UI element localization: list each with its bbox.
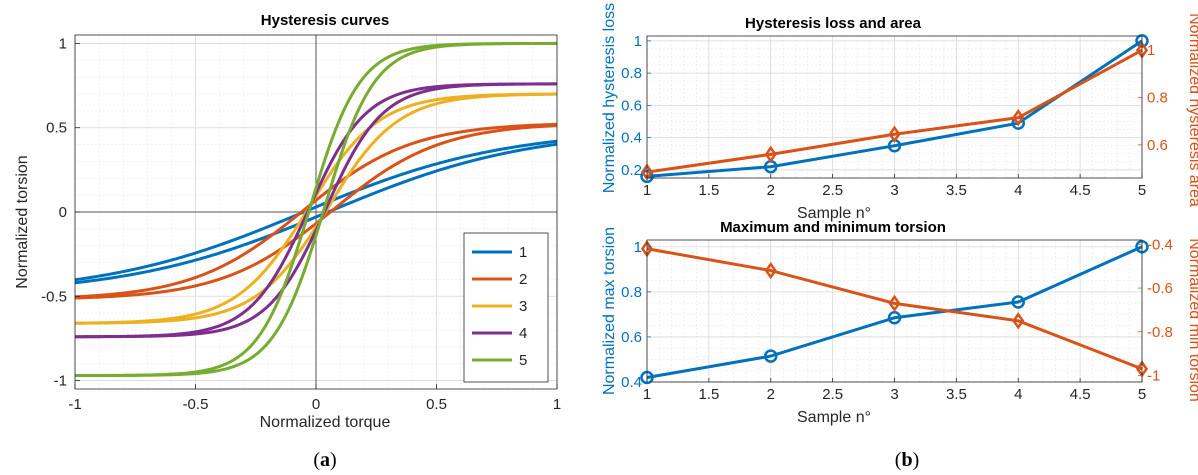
- chartC-point-left: [764, 349, 778, 363]
- chart-a-ylabel: Normalized torsion: [14, 155, 31, 288]
- chart-b-ylabel-right: Normalized hysteresis area: [1186, 13, 1198, 207]
- caption-b-letter: b: [901, 449, 912, 471]
- y-tick-label-right: -0.6: [1147, 280, 1173, 297]
- y-tick-label-right: -0.8: [1147, 324, 1173, 341]
- x-tick-label: 2: [767, 182, 775, 199]
- y-tick-label-left: 0.4: [621, 130, 642, 147]
- y-tick-label-left: 0.4: [621, 374, 642, 391]
- x-tick-label: 4.5: [1070, 386, 1091, 403]
- y-tick-label-right: 0.6: [1147, 137, 1168, 154]
- chartB-point-right: [1012, 108, 1025, 127]
- x-tick-label: 0.5: [426, 396, 447, 413]
- chart-b-title: Hysteresis loss and area: [745, 15, 922, 32]
- hysteresis-loss-area-chart: Hysteresis loss and area Sample n° Norma…: [601, 3, 1198, 222]
- caption-b-open: (: [895, 449, 902, 471]
- y-tick-label-left: 0.8: [621, 284, 642, 301]
- y-tick-label: 1: [59, 35, 67, 52]
- chart-a-xlabel: Normalized torque: [260, 414, 391, 431]
- x-tick-label: 5: [1138, 386, 1146, 403]
- chartC-series-left-line: [646, 245, 1143, 379]
- series-4-branch-down: [74, 82, 557, 339]
- chart-a-title: Hysteresis curves: [261, 12, 389, 29]
- y-tick-label-right: -1: [1147, 367, 1160, 384]
- y-tick-label: 0: [59, 204, 67, 221]
- max-min-torsion-chart: Maximum and minimum torsion Sample n° No…: [601, 219, 1198, 426]
- y-tick-label-right: 0.8: [1147, 90, 1168, 107]
- chartC-point-right: [764, 261, 777, 280]
- chart-c-xlabel: Sample n°: [797, 409, 871, 426]
- legend: 1 2 3 4 5: [463, 232, 549, 383]
- chart-c-ylabel-right: Normalized min torsion: [1186, 238, 1198, 402]
- chart-a-grid: [74, 35, 558, 389]
- y-tick-label: 0.5: [46, 120, 67, 137]
- caption-b-close: ): [913, 449, 920, 471]
- x-tick-label: 1.5: [698, 386, 719, 403]
- x-tick-label: 0: [312, 396, 320, 413]
- y-tick-label: -0.5: [41, 288, 67, 305]
- chartB-point-right: [764, 145, 777, 164]
- caption-a: (a): [313, 449, 336, 471]
- x-tick-label: -0.5: [183, 396, 209, 413]
- x-tick-label: 4: [1014, 182, 1022, 199]
- series-1-branch-down: [74, 139, 558, 282]
- x-tick-label: 1: [643, 182, 651, 199]
- chartC-point-left: [887, 311, 902, 325]
- y-tick-label-right: -0.4: [1147, 236, 1173, 253]
- caption-a-letter: a: [320, 449, 330, 471]
- x-tick-label: 2.5: [822, 386, 843, 403]
- x-tick-label: 3: [890, 182, 898, 199]
- chart-a-curves: [74, 41, 558, 378]
- legend-label-4: 4: [519, 325, 527, 342]
- chartC-point-right: [1012, 312, 1025, 330]
- x-tick-label: 1.5: [698, 182, 719, 199]
- chartC-series-right-line: [646, 247, 1143, 371]
- chartC-point-right: [888, 294, 901, 313]
- x-tick-label: 2: [767, 386, 775, 403]
- x-tick-label: 3.5: [946, 386, 967, 403]
- caption-b: (b): [895, 449, 919, 471]
- y-tick-label-left: 1: [634, 33, 642, 50]
- y-tick-label-left: 0.6: [621, 97, 642, 114]
- legend-label-1: 1: [519, 244, 527, 261]
- legend-label-5: 5: [519, 352, 527, 369]
- chart-b-xlabel: Sample n°: [797, 205, 871, 222]
- chart-b-ylabel-left: Normalized hysteresis loss: [601, 3, 618, 193]
- x-tick-label: 4.5: [1070, 182, 1091, 199]
- chartC-point-left: [1011, 295, 1025, 309]
- chartB-point-right: [888, 125, 901, 143]
- series-5-branch-down: [75, 41, 557, 377]
- x-tick-label: 2.5: [822, 182, 843, 199]
- chart-c-ylabel-left: Normalized max torsion: [601, 227, 618, 395]
- caption-a-close: ): [330, 449, 337, 471]
- legend-label-3: 3: [519, 298, 527, 315]
- chartB-grid: [646, 36, 1143, 179]
- x-tick-label: 4: [1014, 386, 1022, 403]
- y-tick-label-left: 0.6: [621, 329, 642, 346]
- x-tick-label: 1: [553, 396, 561, 413]
- chartB-series-right-line: [646, 48, 1143, 174]
- series-2-branch-up: [74, 123, 558, 300]
- y-tick-label-left: 0.2: [621, 162, 642, 179]
- y-tick-label-right: 1: [1147, 42, 1155, 59]
- x-tick-label: 3.5: [946, 182, 967, 199]
- x-tick-label: 5: [1138, 182, 1146, 199]
- y-tick-label: -1: [54, 373, 67, 390]
- series-1-branch-up: [74, 142, 558, 285]
- legend-label-2: 2: [519, 271, 527, 288]
- caption-a-open: (: [313, 449, 320, 471]
- series-2-branch-down: [74, 122, 558, 299]
- chart-c-title: Maximum and minimum torsion: [720, 219, 946, 236]
- y-tick-label-left: 1: [634, 239, 642, 256]
- x-tick-label: -1: [68, 396, 81, 413]
- hysteresis-curves-chart: Hysteresis curves Normalized torque Norm…: [14, 12, 561, 431]
- x-tick-label: 3: [890, 386, 898, 403]
- x-tick-label: 1: [643, 386, 651, 403]
- y-tick-label-left: 0.8: [621, 65, 642, 82]
